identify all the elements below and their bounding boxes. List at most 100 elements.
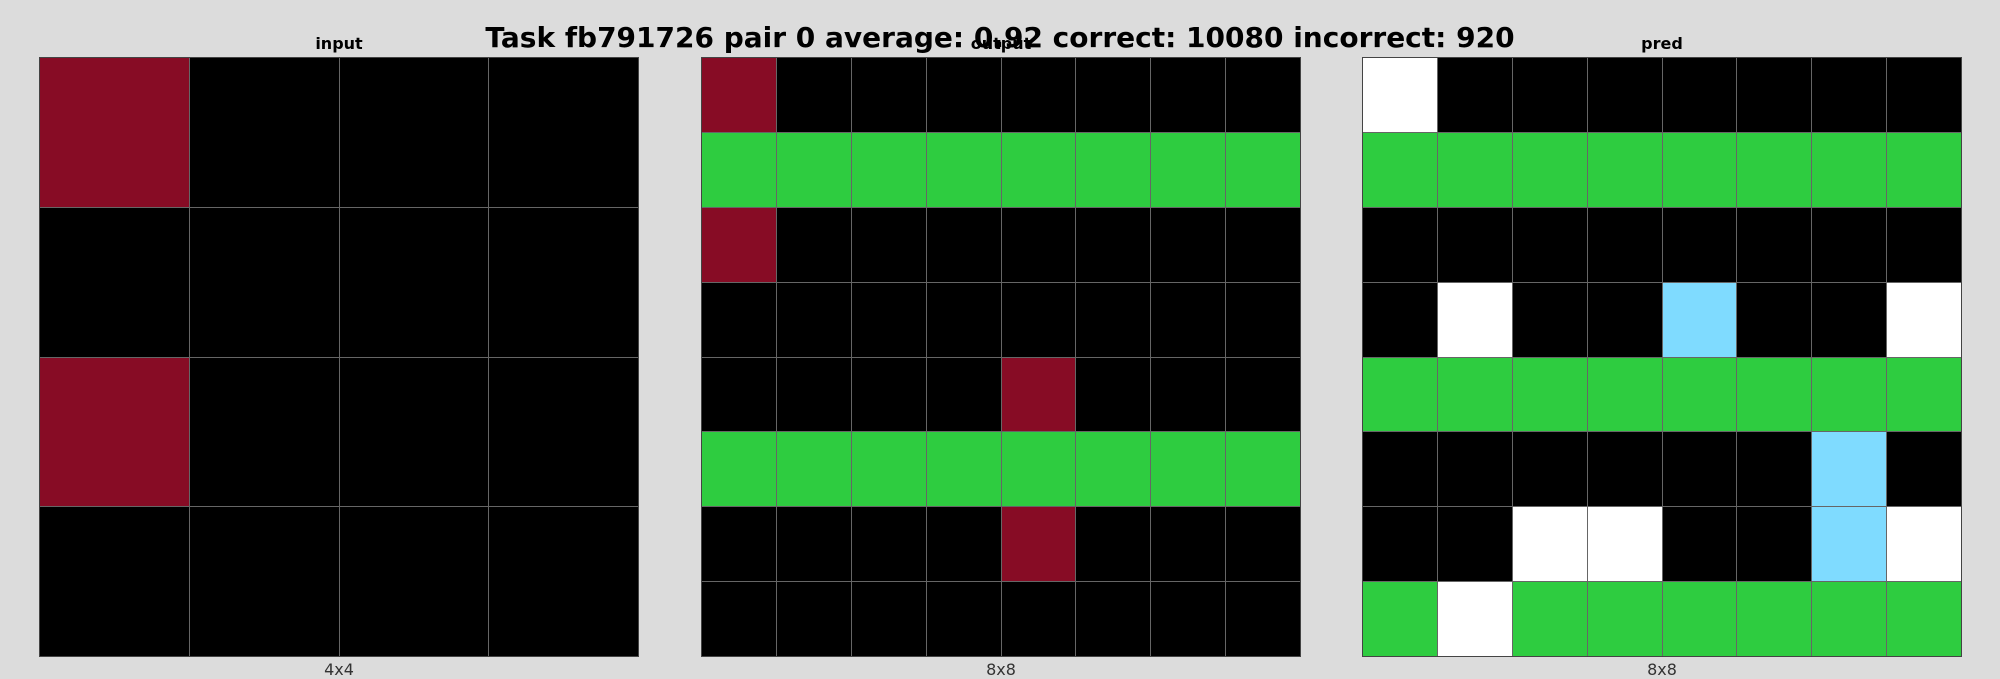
grid-cell bbox=[851, 432, 926, 507]
grid-cell bbox=[926, 507, 1001, 582]
grid-cell bbox=[1226, 507, 1300, 582]
input-grid-size: 4x4 bbox=[324, 660, 354, 679]
grid-cell bbox=[776, 282, 851, 357]
grid-cell bbox=[1587, 507, 1662, 582]
grid-cell bbox=[1226, 58, 1300, 132]
grid-cell bbox=[1887, 282, 1961, 357]
grid-cell bbox=[1587, 282, 1662, 357]
grid-cell bbox=[1812, 207, 1887, 282]
grid-cell bbox=[776, 507, 851, 582]
grid-cell bbox=[1587, 132, 1662, 207]
grid-cell bbox=[851, 207, 926, 282]
grid-cell bbox=[40, 357, 189, 507]
grid-cell bbox=[1001, 58, 1076, 132]
output-grid-size: 8x8 bbox=[986, 660, 1016, 679]
grid-cell bbox=[1587, 58, 1662, 132]
grid-cell bbox=[1737, 357, 1812, 432]
grid-cell bbox=[1662, 282, 1737, 357]
grid-cell bbox=[926, 282, 1001, 357]
grid-cell bbox=[1887, 582, 1961, 656]
grid-cell bbox=[1437, 132, 1512, 207]
grid-cell bbox=[851, 507, 926, 582]
figure-title: Task fb791726 pair 0 average: 0.92 corre… bbox=[485, 21, 1515, 54]
grid-cell bbox=[851, 582, 926, 656]
grid-cell bbox=[926, 582, 1001, 656]
grid-cell bbox=[702, 357, 776, 432]
grid-cell bbox=[702, 582, 776, 656]
grid-cell bbox=[1076, 132, 1151, 207]
grid-cell bbox=[1887, 507, 1961, 582]
input-grid bbox=[39, 57, 639, 657]
grid-cell bbox=[1737, 207, 1812, 282]
grid-cell bbox=[1887, 132, 1961, 207]
grid-cell bbox=[489, 58, 638, 207]
grid-cell bbox=[1662, 432, 1737, 507]
grid-cell bbox=[776, 132, 851, 207]
grid-cell bbox=[489, 207, 638, 357]
grid-cell bbox=[1662, 507, 1737, 582]
grid-cell bbox=[40, 58, 189, 207]
grid-cell bbox=[1363, 432, 1437, 507]
grid-cell bbox=[1662, 357, 1737, 432]
grid-cell bbox=[1363, 507, 1437, 582]
grid-cell bbox=[1001, 207, 1076, 282]
grid-cell bbox=[339, 507, 489, 656]
grid-cell bbox=[1737, 432, 1812, 507]
grid-cell bbox=[702, 282, 776, 357]
grid-cell bbox=[702, 432, 776, 507]
grid-cell bbox=[40, 207, 189, 357]
grid-cell bbox=[1662, 132, 1737, 207]
grid-cell bbox=[1001, 432, 1076, 507]
grid-cell bbox=[1887, 432, 1961, 507]
grid-cell bbox=[1076, 207, 1151, 282]
grid-cell bbox=[1363, 357, 1437, 432]
grid-cell bbox=[1887, 357, 1961, 432]
grid-cell bbox=[776, 582, 851, 656]
grid-cell bbox=[1512, 357, 1587, 432]
grid-cell bbox=[1076, 432, 1151, 507]
grid-cell bbox=[1226, 132, 1300, 207]
grid-cell bbox=[926, 58, 1001, 132]
grid-cell bbox=[189, 58, 339, 207]
grid-cell bbox=[1363, 132, 1437, 207]
grid-cell bbox=[1812, 582, 1887, 656]
grid-cell bbox=[1512, 582, 1587, 656]
output-panel: output 8x8 bbox=[701, 30, 1301, 679]
grid-cell bbox=[1151, 58, 1226, 132]
grid-cell bbox=[1226, 582, 1300, 656]
grid-cell bbox=[1363, 207, 1437, 282]
grid-cell bbox=[1737, 58, 1812, 132]
grid-cell bbox=[339, 58, 489, 207]
grid-cell bbox=[776, 207, 851, 282]
grid-cell bbox=[926, 132, 1001, 207]
grid-cell bbox=[1512, 207, 1587, 282]
grid-cell bbox=[1151, 507, 1226, 582]
grid-cell bbox=[1887, 58, 1961, 132]
grid-cell bbox=[1812, 132, 1887, 207]
grid-cell bbox=[1151, 282, 1226, 357]
output-panel-title: output bbox=[970, 34, 1032, 53]
grid-cell bbox=[1001, 282, 1076, 357]
grid-cell bbox=[489, 357, 638, 507]
grid-cell bbox=[851, 58, 926, 132]
grid-cell bbox=[1363, 58, 1437, 132]
grid-cell bbox=[1662, 582, 1737, 656]
grid-cell bbox=[1662, 207, 1737, 282]
pred-grid-size: 8x8 bbox=[1647, 660, 1677, 679]
grid-cell bbox=[1151, 132, 1226, 207]
grid-cell bbox=[339, 207, 489, 357]
grid-cell bbox=[1437, 207, 1512, 282]
grid-cell bbox=[1512, 432, 1587, 507]
grid-cell bbox=[189, 507, 339, 656]
grid-cell bbox=[1076, 58, 1151, 132]
grid-cell bbox=[1437, 282, 1512, 357]
grid-cell bbox=[1363, 582, 1437, 656]
grid-cell bbox=[1512, 507, 1587, 582]
grid-cell bbox=[1812, 58, 1887, 132]
grid-cell bbox=[1587, 582, 1662, 656]
grid-cell bbox=[1001, 357, 1076, 432]
grid-cell bbox=[851, 357, 926, 432]
grid-cell bbox=[1587, 357, 1662, 432]
grid-cell bbox=[1001, 507, 1076, 582]
grid-cell bbox=[702, 58, 776, 132]
